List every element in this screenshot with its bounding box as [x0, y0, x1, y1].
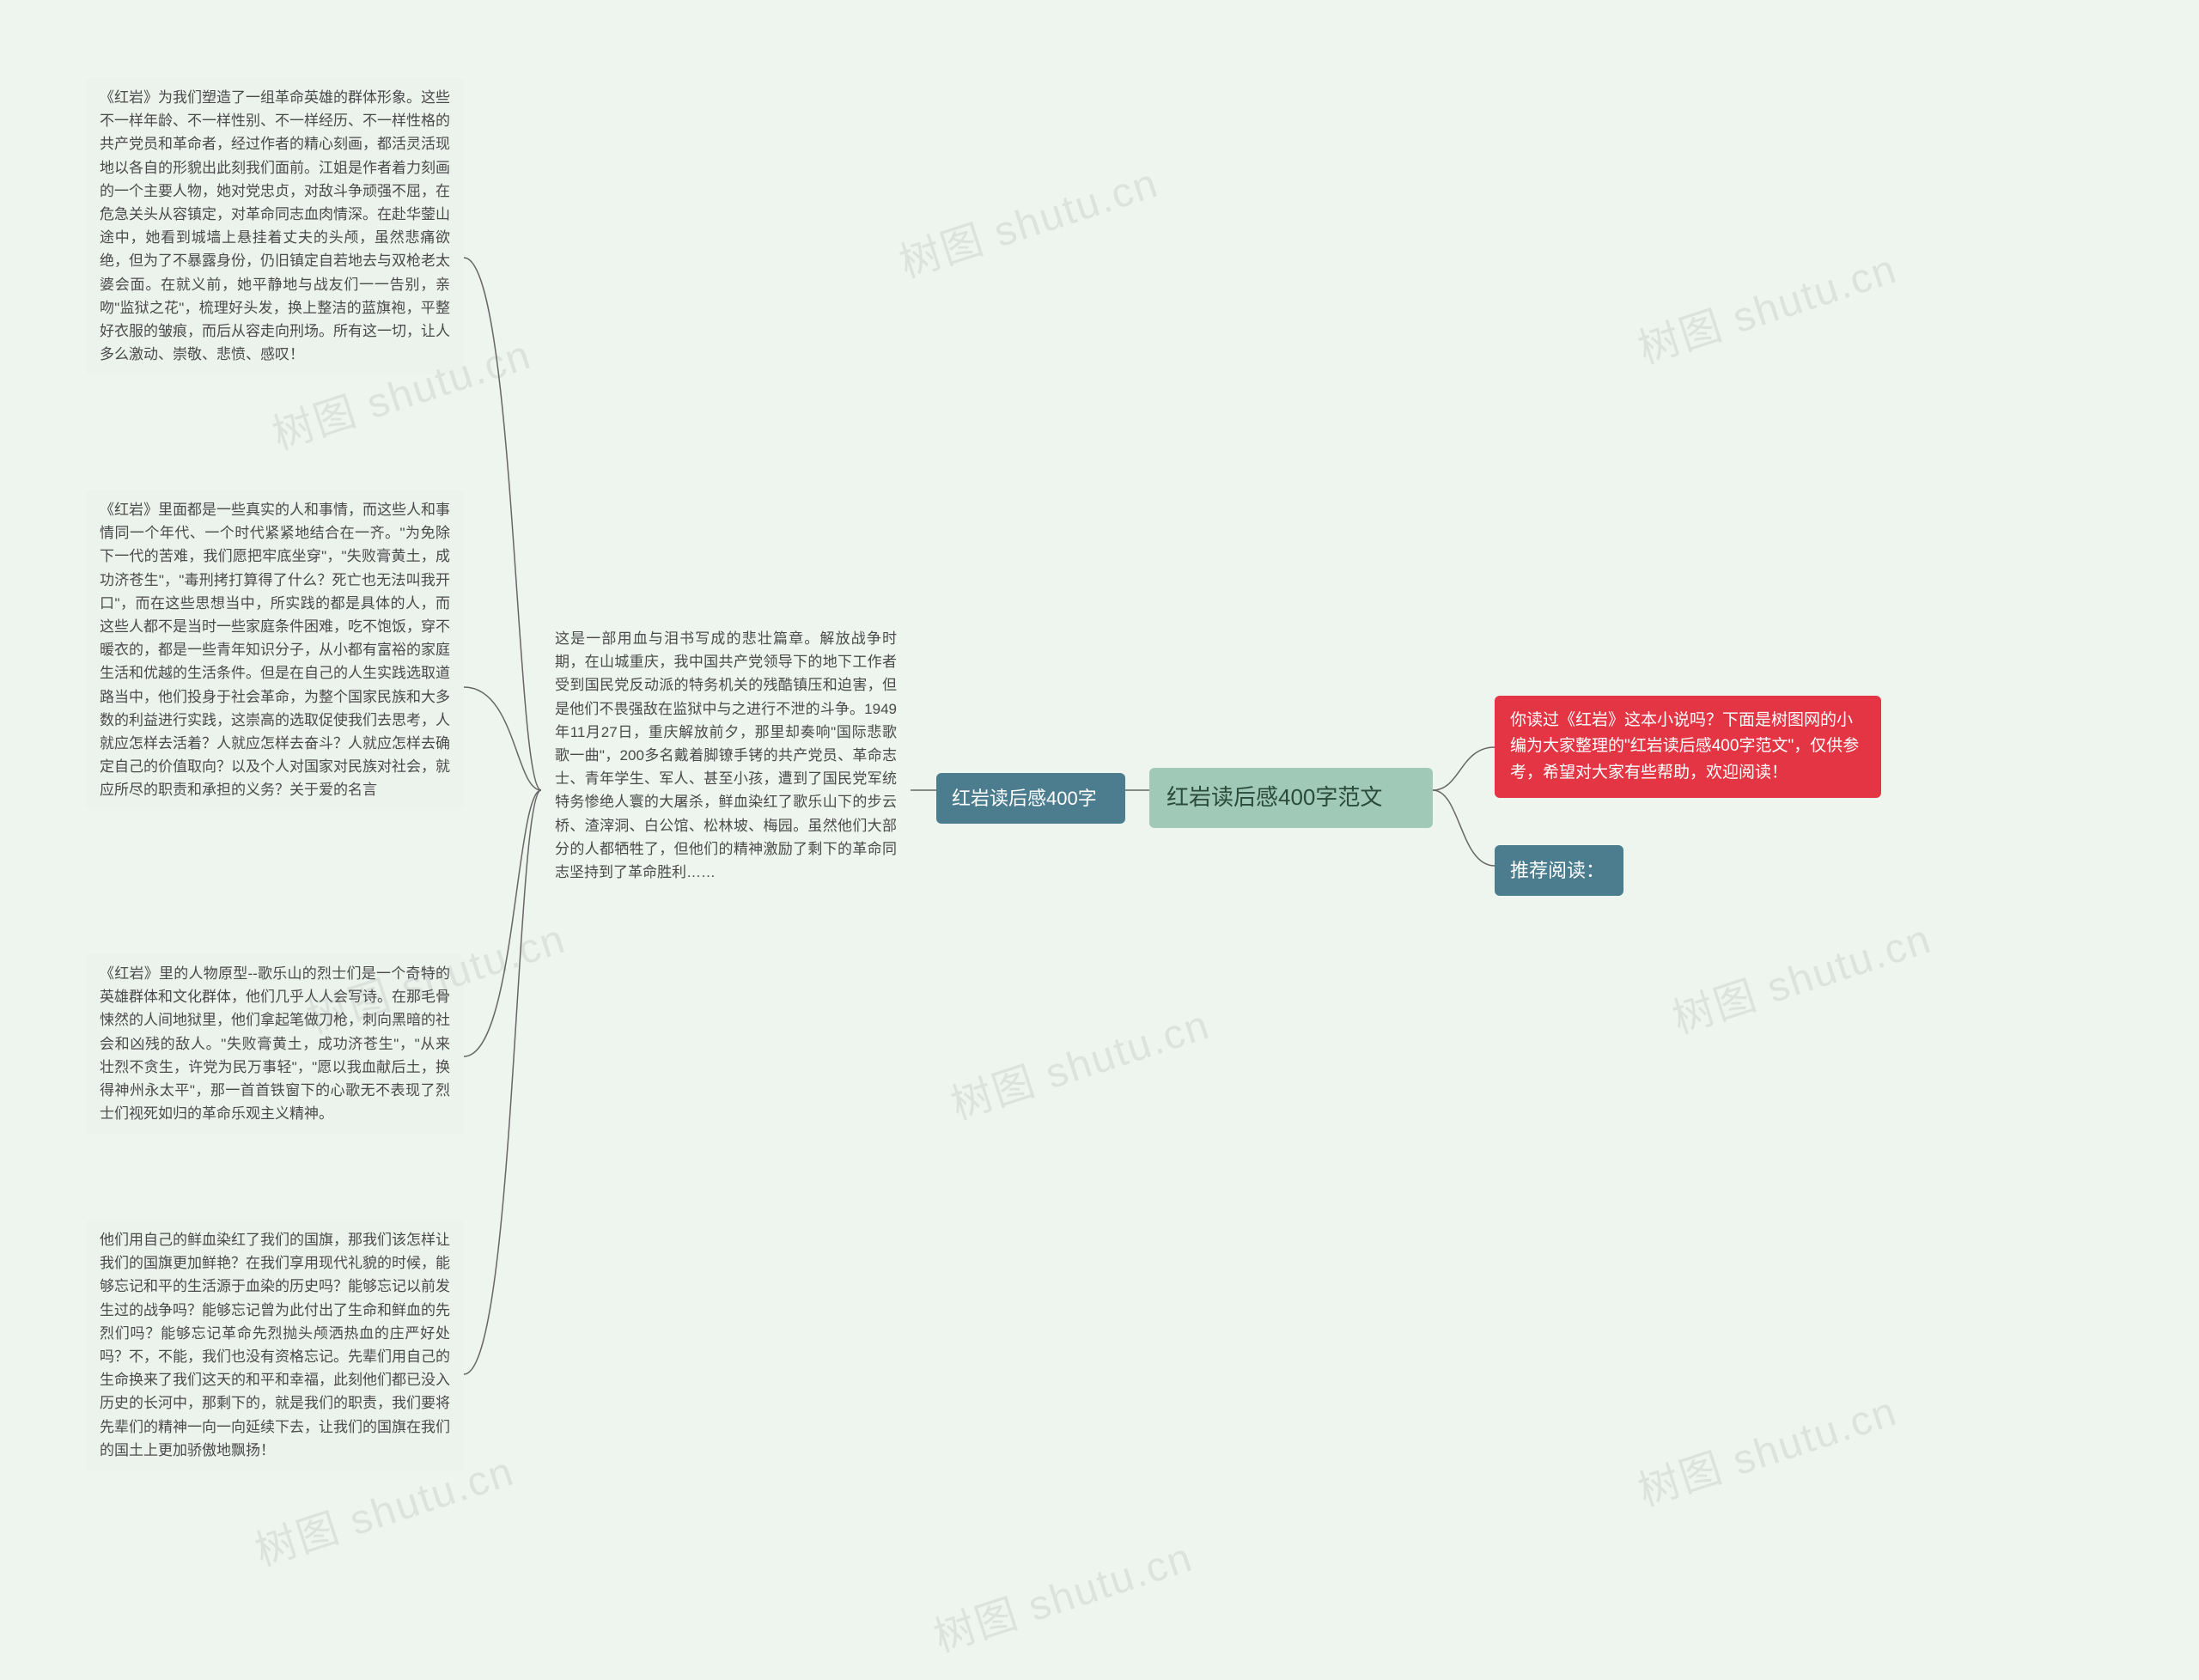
watermark: 树图 shutu.cn — [925, 1523, 1199, 1663]
edge-summary-para3 — [464, 790, 541, 1056]
para3-node-text: 《红岩》里的人物原型--歌乐山的烈士们是一个奇特的英雄群体和文化群体，他们几乎人… — [100, 965, 450, 1122]
title-node-text: 红岩读后感400字 — [952, 788, 1097, 809]
root-node-text: 红岩读后感400字范文 — [1167, 784, 1382, 810]
edge-summary-para1 — [464, 258, 541, 790]
edge-summary-para4 — [464, 790, 541, 1374]
summary-node-text: 这是一部用血与泪书写成的悲壮篇章。解放战争时期，在山城重庆，我中国共产党领导下的… — [555, 630, 897, 880]
para2-node[interactable]: 《红岩》里面都是一些真实的人和事情，而这些人和事情同一个年代、一个时代紧紧地结合… — [86, 490, 464, 810]
intro-node[interactable]: 你读过《红岩》这本小说吗？下面是树图网的小编为大家整理的"红岩读后感400字范文… — [1495, 696, 1881, 798]
watermark: 树图 shutu.cn — [1664, 904, 1938, 1044]
para3-node[interactable]: 《红岩》里的人物原型--歌乐山的烈士们是一个奇特的英雄群体和文化群体，他们几乎人… — [86, 953, 464, 1134]
para1-node-text: 《红岩》为我们塑造了一组革命英雄的群体形象。这些不一样年龄、不一样性别、不一样经… — [100, 89, 450, 362]
root-node[interactable]: 红岩读后感400字范文 — [1149, 768, 1433, 828]
title-node[interactable]: 红岩读后感400字 — [936, 773, 1125, 824]
rec-node[interactable]: 推荐阅读： — [1495, 845, 1623, 896]
para1-node[interactable]: 《红岩》为我们塑造了一组革命英雄的群体形象。这些不一样年龄、不一样性别、不一样经… — [86, 77, 464, 374]
para4-node[interactable]: 他们用自己的鲜血染红了我们的国旗，那我们该怎样让我们的国旗更加鲜艳？在我们享用现… — [86, 1220, 464, 1470]
edge-root-rec — [1433, 790, 1495, 866]
edge-root-intro — [1433, 747, 1495, 790]
para4-node-text: 他们用自己的鲜血染红了我们的国旗，那我们该怎样让我们的国旗更加鲜艳？在我们享用现… — [100, 1232, 450, 1458]
edge-summary-para2 — [464, 687, 541, 790]
watermark: 树图 shutu.cn — [1629, 1377, 1904, 1517]
watermark: 树图 shutu.cn — [1629, 234, 1904, 374]
para2-node-text: 《红岩》里面都是一些真实的人和事情，而这些人和事情同一个年代、一个时代紧紧地结合… — [100, 502, 450, 798]
watermark: 树图 shutu.cn — [942, 990, 1216, 1130]
rec-node-text: 推荐阅读： — [1510, 860, 1605, 881]
summary-node[interactable]: 这是一部用血与泪书写成的悲壮篇章。解放战争时期，在山城重庆，我中国共产党领导下的… — [541, 618, 911, 892]
intro-node-text: 你读过《红岩》这本小说吗？下面是树图网的小编为大家整理的"红岩读后感400字范文… — [1510, 711, 1859, 782]
watermark: 树图 shutu.cn — [891, 149, 1165, 289]
